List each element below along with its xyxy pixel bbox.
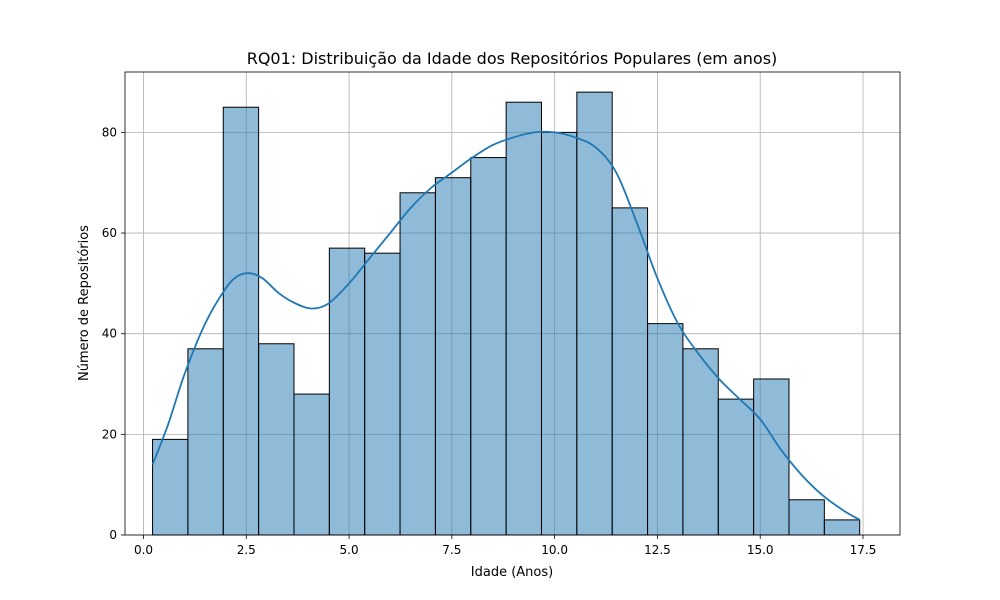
x-tick-label: 17.5 bbox=[850, 543, 877, 557]
histogram-bar bbox=[505, 101, 542, 536]
x-tick-label: 7.5 bbox=[442, 543, 461, 557]
histogram-bar bbox=[823, 519, 861, 536]
y-tick-label: 20 bbox=[102, 427, 117, 441]
histogram-bar bbox=[293, 393, 330, 536]
histogram-bar bbox=[682, 348, 719, 536]
x-tick-label: 2.5 bbox=[237, 543, 256, 557]
y-tick-label: 80 bbox=[102, 125, 117, 139]
histogram-bar bbox=[222, 106, 260, 536]
histogram-bar bbox=[187, 348, 224, 536]
y-tick-label: 0 bbox=[109, 528, 117, 542]
y-tick-label: 40 bbox=[102, 327, 117, 341]
x-tick-label: 0.0 bbox=[134, 543, 153, 557]
histogram-bar bbox=[328, 247, 366, 536]
x-tick-label: 15.0 bbox=[747, 543, 774, 557]
histogram-bar bbox=[753, 378, 790, 536]
histogram-bar bbox=[717, 398, 755, 536]
histogram-bar bbox=[364, 252, 401, 536]
histogram-bar bbox=[434, 177, 472, 536]
histogram-bar bbox=[611, 207, 649, 536]
x-tick-label: 12.5 bbox=[644, 543, 671, 557]
plot-frame bbox=[124, 71, 901, 536]
histogram-bar bbox=[540, 131, 578, 536]
histogram-bar bbox=[788, 499, 825, 536]
histogram-bar bbox=[647, 323, 684, 536]
kde-density-curve bbox=[151, 130, 861, 521]
histogram-bar bbox=[152, 438, 189, 536]
y-axis-ticks: 0 20 40 60 80 bbox=[102, 125, 125, 542]
histogram-bars bbox=[152, 91, 861, 536]
chart-title: RQ01: Distribuição da Idade dos Repositó… bbox=[247, 49, 778, 68]
histogram-bar bbox=[399, 192, 436, 536]
y-axis-label: Número de Repositórios bbox=[77, 225, 92, 381]
histogram-bar bbox=[470, 157, 507, 536]
histogram-bar bbox=[258, 343, 295, 536]
x-axis-label: Idade (Anos) bbox=[471, 565, 553, 580]
histogram-bar bbox=[576, 91, 613, 536]
x-tick-label: 5.0 bbox=[340, 543, 359, 557]
y-tick-label: 60 bbox=[102, 226, 117, 240]
x-tick-label: 10.0 bbox=[541, 543, 568, 557]
x-axis-ticks: 0.0 2.5 5.0 7.5 10.0 12.5 15.0 17.5 bbox=[134, 535, 876, 557]
